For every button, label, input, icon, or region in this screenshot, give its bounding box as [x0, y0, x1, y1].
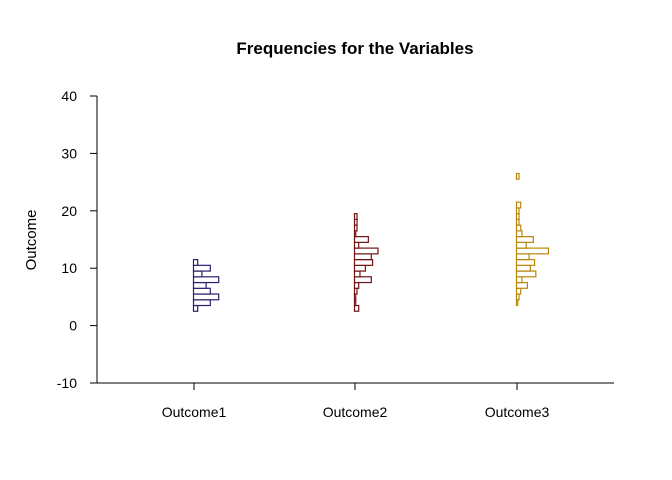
histogram-bar: [353, 281, 360, 289]
histogram-bar: [353, 258, 374, 266]
histogram-bar: [353, 299, 357, 307]
histogram-bar: [515, 247, 550, 255]
x-tick-label: Outcome1: [162, 404, 227, 420]
histogram-bar: [353, 213, 358, 221]
histogram-bar: [192, 264, 211, 272]
y-tick-label: 30: [61, 145, 77, 161]
histogram-bar: [353, 247, 379, 255]
histogram-bar: [515, 281, 529, 289]
axes: -10 0 10 20 30 40 Outcome1 Outcome2 Outcome3: [57, 88, 614, 420]
histogram-bar: [353, 236, 369, 243]
histogram-bar: [192, 270, 203, 278]
x-tick-label: Outcome2: [323, 404, 388, 420]
histogram-bar: [515, 230, 523, 238]
histogram-bar: [353, 264, 367, 272]
y-tick-label: 40: [61, 88, 77, 104]
histogram-outcome2: [353, 213, 379, 312]
histogram-bar: [192, 258, 199, 266]
histogram-bar: [192, 293, 220, 301]
histogram-bar: [353, 287, 358, 295]
histogram-bar: [192, 299, 211, 307]
histogram-bar: [192, 281, 207, 289]
y-axis-label: Outcome: [23, 210, 40, 271]
histogram-bar: [515, 270, 537, 278]
y-tick-label: -10: [57, 375, 77, 391]
histogram-bar: [353, 304, 360, 312]
histogram-bar: [353, 241, 360, 249]
chart-title: Frequencies for the Variables: [236, 39, 473, 58]
histogram-bar: [353, 230, 357, 238]
y-tick-label: 10: [61, 260, 77, 276]
histogram-bar: [515, 258, 536, 266]
histogram-bar: [353, 218, 358, 226]
histogram-bar: [515, 207, 520, 215]
histogram-bar: [192, 276, 220, 284]
histogram-bar: [515, 213, 520, 221]
histogram-bar: [515, 276, 523, 284]
histogram-bar: [515, 293, 520, 301]
histogram-bar: [353, 253, 372, 261]
histogram-bar: [353, 293, 357, 301]
histogram-bar: [192, 287, 211, 295]
histogram-bar: [515, 299, 519, 307]
histogram-outcome1: [192, 258, 220, 312]
histogram-bar: [515, 253, 530, 261]
histogram-bar: [515, 218, 520, 226]
y-tick-label: 20: [61, 203, 77, 219]
histogram-bar: [515, 224, 522, 232]
histogram-bar: [353, 270, 361, 278]
histogram-marks: [192, 172, 550, 312]
histogram-bar: [515, 172, 520, 180]
histogram-bar: [353, 224, 358, 232]
histogram-bar: [515, 201, 522, 209]
histogram-bar: [353, 276, 372, 284]
histogram-bar: [192, 304, 199, 312]
histogram-bar: [515, 241, 527, 249]
histogram-bar: [515, 236, 534, 243]
histogram-outcome3: [515, 172, 550, 307]
y-tick-label: 0: [69, 318, 77, 334]
x-tick-label: Outcome3: [485, 404, 550, 420]
histogram-bar: [515, 264, 531, 272]
histogram-bar: [515, 287, 522, 295]
